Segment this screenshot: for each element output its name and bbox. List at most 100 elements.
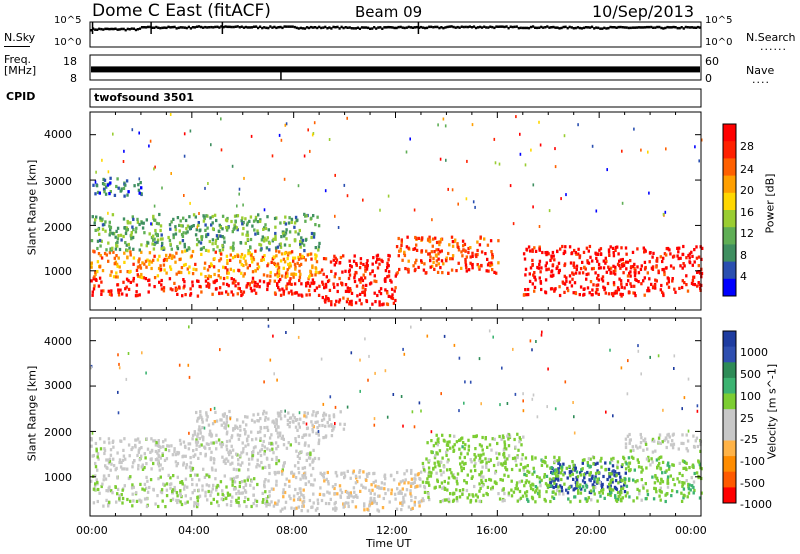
heatmap-cell: [415, 258, 418, 262]
nsky-point: [401, 26, 404, 29]
heatmap-cell: [238, 481, 242, 485]
heatmap-cell: [251, 276, 255, 280]
heatmap-cell: [116, 487, 120, 491]
heatmap-cell: [320, 418, 324, 422]
heatmap-cell: [487, 459, 491, 463]
heatmap-cell: [229, 477, 232, 481]
heatmap-cell: [353, 254, 356, 258]
heatmap-cell: [624, 442, 628, 446]
heatmap-cell: [306, 509, 310, 513]
heatmap-cell: [298, 451, 301, 456]
heatmap-cell: [315, 260, 319, 264]
heatmap-noise: [303, 154, 306, 158]
nsky-point: [499, 25, 502, 28]
heatmap-cell: [616, 286, 620, 290]
heatmap-cell: [195, 243, 199, 247]
heatmap-cell: [254, 280, 257, 285]
heatmap-cell: [563, 250, 567, 254]
nsky-point: [413, 26, 416, 29]
heatmap-cell: [200, 247, 203, 251]
nsky-point: [206, 26, 209, 29]
heatmap-cell: [643, 293, 646, 297]
heatmap-cell: [254, 249, 257, 253]
heatmap-cell: [620, 282, 623, 286]
heatmap-cell: [519, 438, 522, 442]
heatmap-cell: [498, 497, 502, 501]
heatmap-cell: [161, 467, 164, 471]
nsky-point: [283, 25, 286, 28]
heatmap-noise: [546, 405, 548, 409]
heatmap-cell: [461, 445, 464, 449]
heatmap-cell: [688, 483, 691, 487]
heatmap-cell: [228, 449, 232, 453]
heatmap-cell: [127, 287, 131, 291]
heatmap-cell: [446, 460, 449, 464]
heatmap-cell: [641, 468, 644, 472]
heatmap-noise: [307, 128, 309, 132]
heatmap-cell: [366, 259, 369, 263]
heatmap-cell: [432, 260, 435, 264]
heatmap-cell: [352, 486, 356, 490]
heatmap-cell: [104, 229, 107, 233]
heatmap-cell: [613, 291, 616, 295]
heatmap-cell: [641, 484, 645, 488]
heatmap-cell: [246, 230, 249, 234]
heatmap-cell: [476, 240, 479, 244]
heatmap-cell: [170, 256, 174, 260]
nsearch-tick-low: 10^0: [705, 37, 733, 48]
heatmap-cell: [193, 488, 196, 493]
heatmap-cell: [308, 498, 312, 503]
heatmap-cell: [162, 259, 166, 263]
heatmap-cell: [582, 250, 586, 254]
heatmap-cell: [245, 233, 248, 237]
heatmap-cell: [183, 242, 186, 246]
heatmap-cell: [429, 255, 432, 259]
heatmap-cell: [482, 475, 485, 479]
heatmap-cell: [160, 283, 163, 287]
heatmap-cell: [665, 266, 668, 270]
heatmap-cell: [489, 239, 493, 243]
heatmap-cell: [136, 293, 139, 298]
heatmap-cell: [203, 266, 206, 270]
heatmap-cell: [244, 490, 248, 494]
heatmap-cell: [240, 219, 243, 223]
heatmap-cell: [573, 487, 576, 491]
heatmap-cell: [654, 278, 657, 282]
heatmap-cell: [157, 464, 161, 468]
heatmap-cell: [262, 227, 265, 231]
heatmap-cell: [598, 248, 601, 252]
heatmap-cell: [661, 440, 664, 444]
heatmap-cell: [510, 467, 514, 472]
heatmap-cell: [632, 499, 635, 503]
heatmap-cell: [220, 291, 224, 295]
heatmap-cell: [373, 500, 377, 504]
heatmap-cell: [105, 253, 108, 257]
nsky-point: [381, 27, 384, 30]
heatmap-cell: [465, 255, 468, 259]
heatmap-cell: [218, 259, 221, 263]
heatmap-noise: [229, 417, 232, 421]
heatmap-cell: [536, 486, 539, 490]
heatmap-cell: [148, 485, 151, 490]
heatmap-cell: [329, 497, 332, 501]
heatmap-cell: [259, 248, 263, 252]
heatmap-cell: [472, 494, 475, 498]
heatmap-cell: [659, 288, 662, 292]
heatmap-cell: [358, 469, 362, 473]
heatmap-cell: [298, 275, 302, 279]
heatmap-cell: [135, 226, 138, 230]
heatmap-noise: [271, 154, 274, 158]
heatmap-cell: [415, 248, 419, 252]
heatmap-cell: [423, 490, 427, 494]
nsky-point: [464, 25, 467, 29]
heatmap-cell: [364, 288, 367, 292]
heatmap-cell: [612, 251, 615, 255]
heatmap-cell: [393, 289, 396, 293]
heatmap-cell: [98, 232, 101, 236]
heatmap-cell: [101, 227, 105, 231]
heatmap-cell: [283, 490, 287, 495]
heatmap-cell: [258, 219, 262, 223]
heatmap-noise: [196, 225, 199, 229]
heatmap-cell: [467, 438, 470, 442]
heatmap-cell: [197, 223, 200, 227]
